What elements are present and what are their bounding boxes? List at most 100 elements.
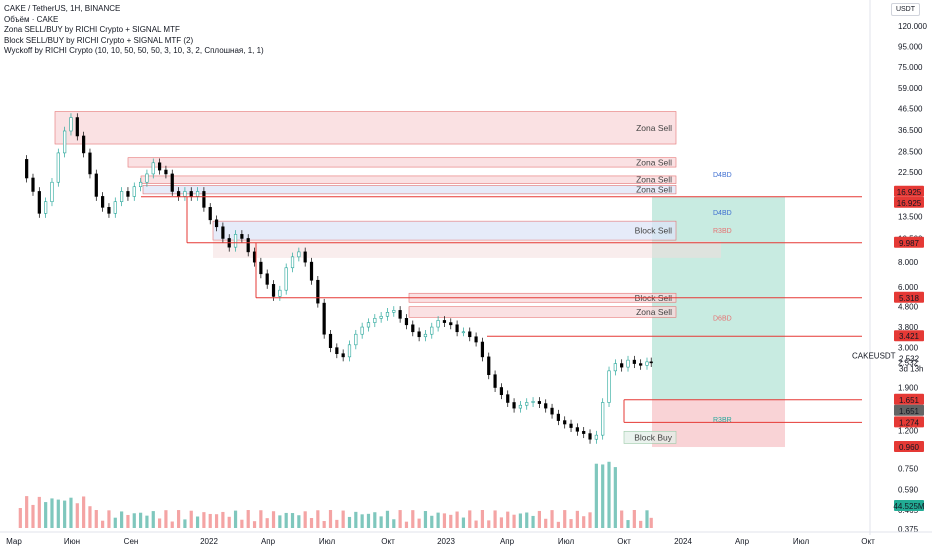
candle <box>252 251 257 263</box>
zone-label: Zona Sell <box>636 175 672 185</box>
candle <box>468 331 472 338</box>
indicator-volume[interactable]: Объём · CAKE <box>4 14 59 24</box>
volume-bar <box>588 512 592 528</box>
price-tick-label: 1.900 <box>898 384 919 393</box>
volume-bar <box>613 467 617 528</box>
candle <box>639 363 643 366</box>
candle <box>430 326 434 335</box>
zone-label: Block Buy <box>634 432 673 442</box>
candle <box>645 361 649 366</box>
volume-bar <box>82 496 86 528</box>
price-tick-label: 3.000 <box>898 344 919 353</box>
candle <box>221 226 225 239</box>
volume-bar <box>468 510 472 528</box>
candle <box>531 401 535 403</box>
candle <box>493 374 497 388</box>
price-tick-label: 4.800 <box>898 303 919 312</box>
volume-bar <box>474 520 478 528</box>
volume-bar <box>423 511 428 528</box>
candle <box>183 191 187 197</box>
price-badge <box>894 441 924 453</box>
currency-button[interactable]: USDT <box>890 3 920 16</box>
volume-bar <box>436 512 440 528</box>
candle <box>151 162 155 175</box>
volume-bar <box>537 510 541 528</box>
zona-sell-zone <box>54 111 677 145</box>
volume-bar <box>366 513 371 528</box>
time-tick-label: Апр <box>261 537 276 546</box>
candle <box>322 302 326 335</box>
volume-bar <box>328 510 333 528</box>
candle <box>120 191 124 203</box>
candle <box>404 318 409 326</box>
price-tick-label: 3.800 <box>898 323 919 332</box>
candle <box>88 152 92 175</box>
candle <box>379 315 383 319</box>
indicator-wyckoff[interactable]: Wyckoff by RICHI Crypto (10, 10, 50, 50,… <box>4 46 264 55</box>
volume-bar <box>601 464 605 528</box>
volume-bar <box>145 515 149 528</box>
zone-label: Block Sell <box>635 226 672 236</box>
candle <box>69 117 73 132</box>
candle <box>82 135 86 154</box>
candle <box>575 427 579 432</box>
last-price-symbol: CAKEUSDT <box>852 351 896 360</box>
volume-bar <box>607 461 611 528</box>
volume-bar <box>620 510 624 528</box>
price-badge-label: 16.925 <box>897 188 922 197</box>
candle <box>278 289 282 297</box>
volume-bar <box>284 512 288 528</box>
candle <box>556 413 560 421</box>
volume-bar <box>525 512 529 528</box>
volume-bar <box>120 511 124 528</box>
block-buy-zone <box>623 430 677 444</box>
indicator-block[interactable]: Block SELL/BUY by RICHI Crypto + SIGNAL … <box>4 35 194 45</box>
candle <box>284 267 288 291</box>
candle <box>94 173 98 197</box>
candle <box>632 359 636 364</box>
volume-bar <box>411 510 415 528</box>
price-badge-label: 1.651 <box>899 407 920 416</box>
candle <box>347 344 352 358</box>
volume-bar <box>404 521 409 528</box>
price-badge <box>894 404 924 416</box>
price-axis[interactable]: 120.000 95.000 75.000 59.000 46.500 36.500 28.… <box>852 0 927 535</box>
candle <box>474 336 478 343</box>
volume-bar <box>37 496 41 528</box>
candle <box>518 404 522 409</box>
volume-bars <box>18 461 653 528</box>
zona-sell-zone <box>408 306 677 318</box>
candle <box>487 356 491 376</box>
volume-bar <box>449 514 453 528</box>
volume-bar <box>151 511 155 528</box>
zona-sell-zone <box>127 157 677 168</box>
candle <box>170 173 174 192</box>
candle <box>594 434 598 440</box>
volume-bar <box>645 510 649 528</box>
candle <box>620 363 624 368</box>
volume-bar <box>430 515 434 528</box>
candle <box>139 181 143 188</box>
candle <box>309 261 314 281</box>
price-tick-label: 22.500 <box>898 168 923 177</box>
time-tick-label: 2023 <box>437 537 455 546</box>
zona-sell-zone <box>142 185 677 195</box>
volume-bar <box>113 517 117 528</box>
time-axis[interactable]: Мар Июн Сен 2022 Апр Июл Окт 2023 Апр Июл Окт 2024 А… <box>0 531 932 546</box>
candle <box>107 207 111 214</box>
price-tick-label: 13.500 <box>898 213 923 222</box>
indicator-zona[interactable]: Zona SELL/BUY by RICHI Crypto + SIGNAL M… <box>4 25 180 34</box>
time-tick-label: 2024 <box>674 537 692 546</box>
last-price-countdown: 3d 13h <box>899 364 923 373</box>
candle <box>145 173 149 183</box>
time-tick-label: Июл <box>793 537 810 546</box>
candle <box>373 318 377 323</box>
time-tick-label: Апр <box>735 537 750 546</box>
faded-block <box>213 240 721 258</box>
candle <box>525 402 529 406</box>
candle <box>417 331 421 338</box>
volume-bar <box>221 511 225 528</box>
symbol-line[interactable]: CAKE / TetherUS, 1H, BINANCE <box>4 4 121 13</box>
price-tick-label: 59.000 <box>898 84 923 93</box>
